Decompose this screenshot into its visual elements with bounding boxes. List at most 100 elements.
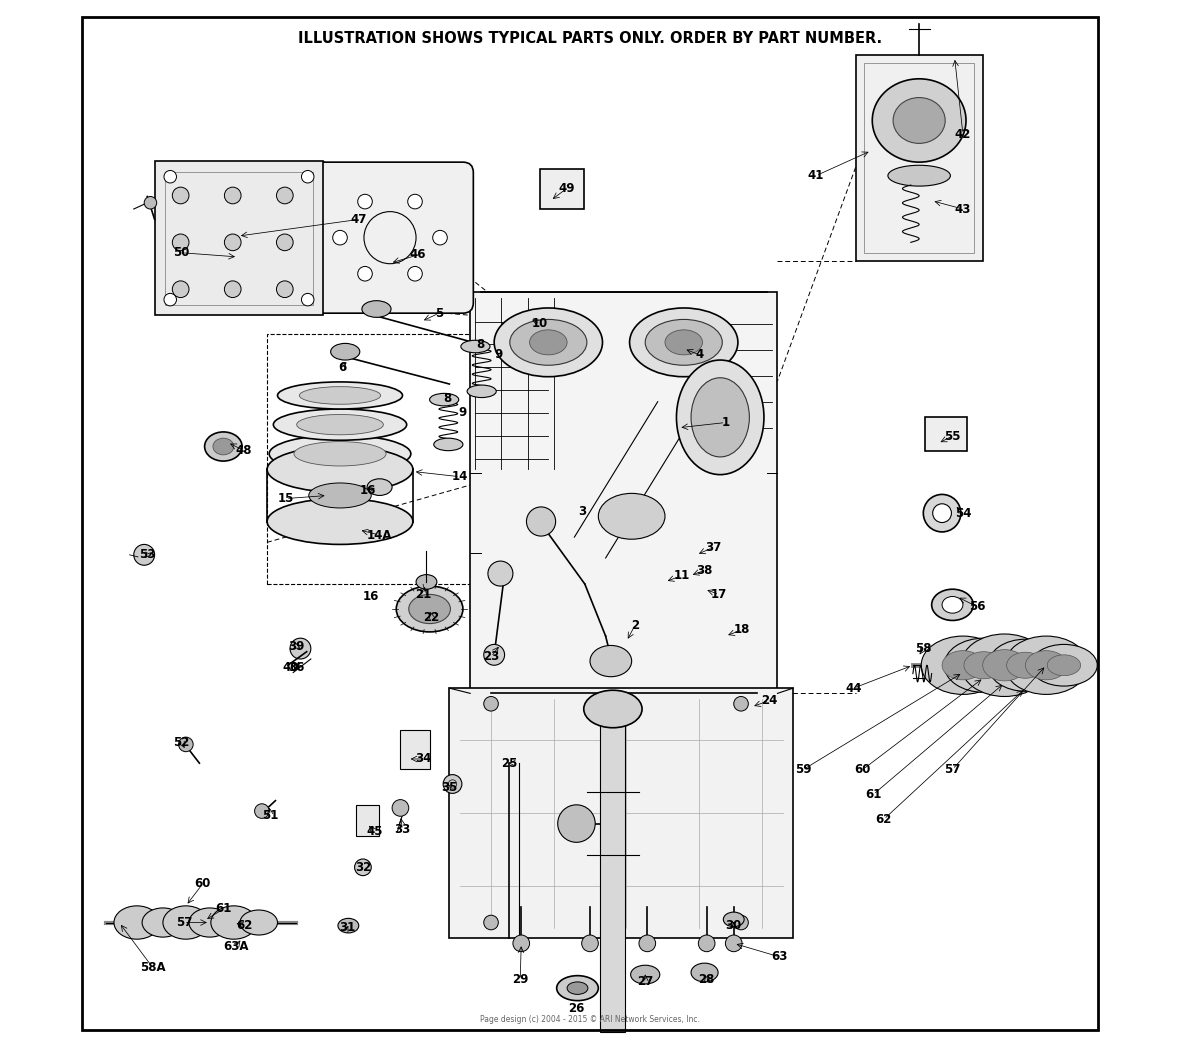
Text: 3: 3 bbox=[578, 505, 586, 517]
Ellipse shape bbox=[277, 382, 402, 409]
Circle shape bbox=[609, 915, 623, 929]
Text: 14: 14 bbox=[452, 470, 468, 483]
Text: 10: 10 bbox=[532, 317, 549, 330]
Circle shape bbox=[513, 935, 530, 951]
Text: 30: 30 bbox=[726, 919, 742, 932]
Text: 52: 52 bbox=[173, 735, 190, 749]
Text: 49: 49 bbox=[559, 181, 576, 195]
Text: 62: 62 bbox=[236, 919, 253, 932]
Ellipse shape bbox=[666, 330, 702, 355]
Text: 34: 34 bbox=[415, 752, 432, 766]
Text: 42: 42 bbox=[955, 127, 971, 141]
Circle shape bbox=[290, 638, 310, 659]
Text: 45: 45 bbox=[366, 825, 382, 839]
Circle shape bbox=[276, 281, 293, 297]
Ellipse shape bbox=[944, 638, 1023, 693]
Ellipse shape bbox=[337, 918, 359, 932]
Text: 23: 23 bbox=[483, 651, 499, 663]
Circle shape bbox=[408, 194, 422, 209]
Ellipse shape bbox=[1004, 636, 1088, 695]
Text: 8: 8 bbox=[477, 338, 485, 350]
Circle shape bbox=[358, 194, 373, 209]
Bar bbox=[601, 720, 625, 1032]
Ellipse shape bbox=[942, 597, 963, 613]
Ellipse shape bbox=[430, 393, 459, 406]
Text: 11: 11 bbox=[674, 569, 690, 582]
Circle shape bbox=[609, 697, 623, 711]
Text: 54: 54 bbox=[955, 507, 971, 519]
Text: 58: 58 bbox=[914, 642, 931, 655]
Text: 32: 32 bbox=[355, 860, 371, 874]
Ellipse shape bbox=[396, 586, 463, 632]
Bar bbox=[864, 64, 975, 252]
Circle shape bbox=[164, 170, 177, 183]
Circle shape bbox=[932, 504, 951, 523]
Bar bbox=[470, 292, 778, 694]
Text: 57: 57 bbox=[944, 762, 961, 776]
Ellipse shape bbox=[676, 360, 763, 475]
Circle shape bbox=[276, 234, 293, 250]
Circle shape bbox=[224, 281, 241, 297]
Ellipse shape bbox=[723, 913, 745, 926]
Circle shape bbox=[726, 935, 742, 951]
Text: 5: 5 bbox=[435, 307, 444, 319]
Text: 8: 8 bbox=[444, 392, 452, 405]
Ellipse shape bbox=[467, 385, 497, 397]
Ellipse shape bbox=[163, 906, 209, 939]
Circle shape bbox=[582, 935, 598, 951]
Circle shape bbox=[734, 697, 748, 711]
Ellipse shape bbox=[630, 308, 738, 377]
Text: 46: 46 bbox=[409, 248, 426, 262]
Text: 56: 56 bbox=[969, 601, 985, 613]
Circle shape bbox=[392, 800, 408, 817]
Ellipse shape bbox=[590, 646, 631, 677]
Ellipse shape bbox=[526, 507, 556, 536]
Circle shape bbox=[333, 231, 347, 245]
Ellipse shape bbox=[367, 479, 392, 495]
Ellipse shape bbox=[1030, 645, 1097, 686]
Text: 31: 31 bbox=[339, 921, 355, 935]
Ellipse shape bbox=[932, 589, 974, 621]
Text: 16: 16 bbox=[360, 484, 376, 496]
Text: 39: 39 bbox=[288, 640, 304, 653]
Circle shape bbox=[276, 187, 293, 203]
FancyBboxPatch shape bbox=[307, 162, 473, 313]
Text: 35: 35 bbox=[441, 780, 458, 794]
Text: 57: 57 bbox=[176, 916, 192, 929]
Text: 22: 22 bbox=[424, 611, 440, 624]
Ellipse shape bbox=[434, 438, 463, 451]
Ellipse shape bbox=[872, 79, 966, 162]
Ellipse shape bbox=[1025, 651, 1067, 680]
Ellipse shape bbox=[408, 595, 451, 624]
Text: 63: 63 bbox=[772, 950, 788, 964]
Text: 9: 9 bbox=[494, 348, 503, 361]
Ellipse shape bbox=[630, 965, 660, 984]
Text: 40: 40 bbox=[283, 661, 300, 674]
Bar bbox=[400, 730, 430, 770]
Bar bbox=[165, 171, 313, 305]
Ellipse shape bbox=[114, 906, 159, 939]
Bar bbox=[540, 169, 584, 209]
Ellipse shape bbox=[309, 483, 372, 508]
Ellipse shape bbox=[274, 409, 407, 440]
Ellipse shape bbox=[510, 319, 586, 365]
Ellipse shape bbox=[267, 446, 413, 492]
Text: 48: 48 bbox=[236, 444, 253, 457]
Circle shape bbox=[301, 293, 314, 306]
Circle shape bbox=[224, 234, 241, 250]
Text: 61: 61 bbox=[865, 787, 881, 801]
Ellipse shape bbox=[142, 908, 184, 937]
Text: 27: 27 bbox=[637, 975, 654, 989]
Ellipse shape bbox=[294, 441, 386, 466]
Circle shape bbox=[923, 494, 961, 532]
Text: ARI Parts: ARI Parts bbox=[496, 505, 684, 538]
Circle shape bbox=[484, 645, 505, 665]
Ellipse shape bbox=[189, 908, 230, 937]
Text: 15: 15 bbox=[277, 492, 294, 505]
Ellipse shape bbox=[362, 300, 391, 317]
Text: 4: 4 bbox=[695, 348, 703, 361]
Ellipse shape bbox=[267, 499, 413, 544]
Text: 21: 21 bbox=[415, 588, 432, 601]
Circle shape bbox=[638, 935, 656, 951]
Text: 38: 38 bbox=[696, 564, 713, 577]
